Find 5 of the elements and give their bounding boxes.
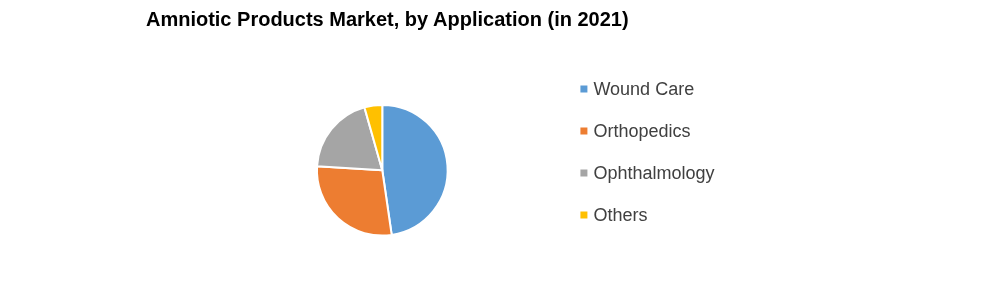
chart-title: Amniotic Products Market, by Application (in 2021) bbox=[145, 8, 629, 30]
legend-label: Ophthalmology bbox=[593, 163, 715, 183]
legend-label: Wound Care bbox=[593, 79, 695, 99]
legend-label: Others bbox=[593, 205, 648, 225]
legend-label: Orthopedics bbox=[593, 121, 691, 141]
